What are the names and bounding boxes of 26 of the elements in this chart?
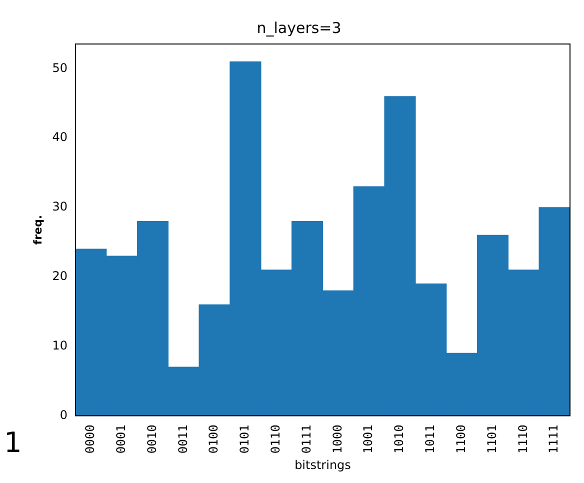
x-tick-label: 0011 (176, 424, 190, 454)
x-tick-label: 0110 (268, 424, 282, 454)
x-tick-label: 0101 (238, 424, 252, 454)
x-tick-label: 1111 (546, 424, 561, 454)
x-tick-label: 1100 (454, 424, 468, 454)
y-tick-label: 40 (52, 130, 68, 144)
x-tick-label: 0100 (206, 424, 221, 454)
x-tick-label: 1010 (392, 424, 406, 454)
x-tick-label: 0111 (299, 424, 314, 454)
x-tick-label: 1101 (484, 424, 499, 454)
x-axis-title: bitstrings (294, 458, 351, 472)
y-tick-label: 10 (52, 338, 68, 352)
y-tick-label: 0 (60, 408, 68, 422)
text: 1 (4, 426, 22, 459)
x-tick-label: 0001 (114, 424, 128, 454)
x-tick-label: 1000 (330, 424, 344, 454)
x-tick-label: 0010 (144, 424, 159, 454)
x-tick-label: 1110 (516, 424, 530, 454)
x-tick-label: 0000 (83, 424, 98, 454)
chart-title: n_layers=3 (256, 18, 342, 37)
x-tick-label: 1001 (361, 424, 376, 454)
y-tick-label: 30 (52, 200, 68, 214)
y-tick-label: 50 (52, 60, 68, 75)
x-tick-label: 1011 (423, 424, 438, 454)
y-axis-title: freq. (31, 214, 44, 245)
y-tick-label: 20 (52, 269, 68, 283)
